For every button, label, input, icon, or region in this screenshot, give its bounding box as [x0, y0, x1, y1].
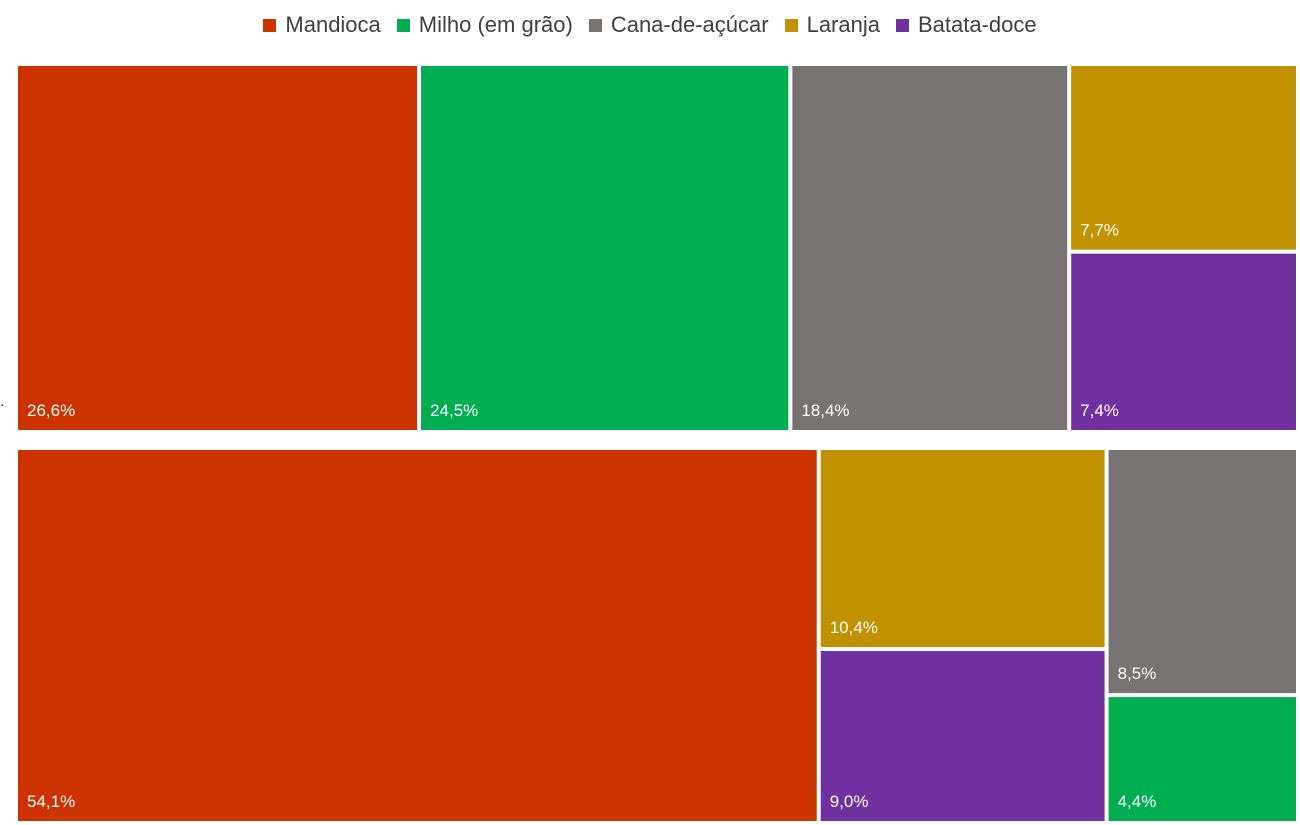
tile-2-laranja: [820, 450, 1105, 648]
tile-label-2-milho-em-grao: 4,4%: [1118, 792, 1157, 811]
legend-item-mandioca: Mandioca: [263, 12, 381, 38]
tile-2-cana-de-acucar: [1108, 450, 1296, 694]
tile-2-mandioca: [18, 450, 817, 821]
tile-label-1-milho-em-grao: 24,5%: [430, 401, 478, 420]
tile-label-1-mandioca: 26,6%: [27, 401, 75, 420]
chart-legend: Mandioca Milho (em grão) Cana-de-açúcar …: [0, 8, 1300, 42]
legend-item-laranja: Laranja: [784, 12, 880, 38]
tile-label-1-cana-de-acucar: 18,4%: [801, 401, 849, 420]
legend-item-milho: Milho (em grão): [396, 12, 573, 38]
tile-label-2-mandioca: 54,1%: [27, 792, 75, 811]
tile-1-laranja: [1071, 66, 1296, 250]
legend-swatch-laranja: [784, 18, 798, 32]
legend-swatch-mandioca: [263, 18, 277, 32]
tile-label-2-cana-de-acucar: 8,5%: [1118, 664, 1157, 683]
tile-label-1-laranja: 7,7%: [1080, 221, 1119, 240]
tile-1-cana-de-acucar: [792, 66, 1068, 430]
legend-swatch-milho: [396, 18, 410, 32]
legend-swatch-batata: [895, 18, 909, 32]
tile-label-1-batata-doce: 7,4%: [1080, 401, 1119, 420]
tile-1-milho-em-grao: [421, 66, 789, 430]
tile-2-batata-doce: [820, 651, 1105, 821]
tile-label-2-laranja: 10,4%: [830, 618, 878, 637]
legend-label-cana: Cana-de-açúcar: [610, 12, 769, 37]
legend-item-cana: Cana-de-açúcar: [588, 12, 769, 38]
legend-label-laranja: Laranja: [806, 12, 880, 37]
legend-label-milho: Milho (em grão): [418, 12, 573, 37]
tile-1-mandioca: [18, 66, 418, 430]
left-marker: .: [0, 393, 5, 410]
tile-label-2-batata-doce: 9,0%: [830, 792, 869, 811]
tile-2-milho-em-grao: [1108, 697, 1296, 821]
tile-1-batata-doce: [1071, 253, 1296, 430]
legend-label-mandioca: Mandioca: [285, 12, 381, 37]
legend-label-batata: Batata-doce: [917, 12, 1037, 37]
legend-swatch-cana: [588, 18, 602, 32]
legend-item-batata: Batata-doce: [895, 12, 1037, 38]
